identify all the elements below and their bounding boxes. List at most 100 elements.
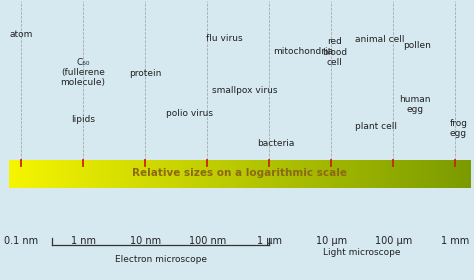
Bar <box>144 160 146 188</box>
Bar <box>328 160 329 188</box>
Bar <box>237 160 238 188</box>
Bar <box>184 160 186 188</box>
Bar <box>109 160 110 188</box>
Bar <box>69 160 70 188</box>
Bar <box>193 160 195 188</box>
Bar <box>170 160 172 188</box>
Bar <box>438 160 440 188</box>
Bar <box>149 160 150 188</box>
Bar <box>273 160 275 188</box>
Bar <box>181 160 182 188</box>
Bar <box>90 160 92 188</box>
Bar <box>432 160 434 188</box>
Bar <box>59 160 61 188</box>
Bar <box>182 160 184 188</box>
Bar <box>107 160 109 188</box>
Bar <box>15 160 16 188</box>
Bar <box>286 160 287 188</box>
Bar <box>318 160 320 188</box>
Bar <box>93 160 95 188</box>
Bar <box>244 160 246 188</box>
Bar <box>465 160 466 188</box>
Bar <box>258 160 260 188</box>
Bar <box>78 160 80 188</box>
Bar <box>321 160 323 188</box>
Bar <box>437 160 438 188</box>
Bar <box>374 160 375 188</box>
Bar <box>172 160 173 188</box>
Bar <box>411 160 412 188</box>
Bar <box>260 160 261 188</box>
Bar <box>284 160 286 188</box>
Bar <box>306 160 308 188</box>
Bar <box>197 160 198 188</box>
Bar <box>26 160 27 188</box>
Bar <box>58 160 59 188</box>
Bar <box>442 160 443 188</box>
Bar <box>98 160 100 188</box>
Bar <box>266 160 267 188</box>
Bar <box>267 160 269 188</box>
Bar <box>121 160 123 188</box>
Bar <box>295 160 297 188</box>
Bar <box>249 160 250 188</box>
Bar <box>395 160 397 188</box>
Bar <box>360 160 361 188</box>
Bar <box>304 160 306 188</box>
Bar <box>394 160 395 188</box>
Bar <box>155 160 156 188</box>
Bar <box>324 160 326 188</box>
Bar <box>161 160 163 188</box>
Bar <box>415 160 417 188</box>
Bar <box>298 160 300 188</box>
Bar <box>261 160 263 188</box>
Bar <box>314 160 315 188</box>
Bar <box>130 160 132 188</box>
Bar <box>431 160 432 188</box>
Bar <box>67 160 69 188</box>
Bar <box>123 160 124 188</box>
Bar <box>451 160 452 188</box>
Bar <box>454 160 456 188</box>
Bar <box>308 160 309 188</box>
Bar <box>408 160 409 188</box>
Bar <box>429 160 431 188</box>
Text: animal cell: animal cell <box>355 35 404 45</box>
Bar <box>255 160 256 188</box>
Bar <box>468 160 469 188</box>
Bar <box>80 160 81 188</box>
Bar <box>21 160 22 188</box>
Bar <box>101 160 102 188</box>
Bar <box>218 160 219 188</box>
Bar <box>186 160 187 188</box>
Bar <box>283 160 284 188</box>
Bar <box>445 160 446 188</box>
Bar <box>434 160 436 188</box>
Bar <box>292 160 293 188</box>
Bar <box>340 160 341 188</box>
Bar <box>152 160 154 188</box>
Bar <box>271 160 272 188</box>
Bar <box>417 160 419 188</box>
Bar <box>50 160 52 188</box>
Bar <box>75 160 76 188</box>
Bar <box>124 160 126 188</box>
Bar <box>135 160 137 188</box>
Bar <box>229 160 230 188</box>
Bar <box>35 160 36 188</box>
Bar <box>326 160 328 188</box>
Bar <box>405 160 406 188</box>
Bar <box>428 160 429 188</box>
Text: C₆₀
(fullerene
molecule): C₆₀ (fullerene molecule) <box>61 57 106 87</box>
Text: 0.1 nm: 0.1 nm <box>4 235 38 246</box>
Text: 10 μm: 10 μm <box>316 235 347 246</box>
Bar <box>400 160 401 188</box>
Bar <box>64 160 65 188</box>
Bar <box>44 160 46 188</box>
Bar <box>278 160 280 188</box>
Bar <box>167 160 169 188</box>
Bar <box>55 160 56 188</box>
Bar <box>9 160 10 188</box>
Bar <box>297 160 298 188</box>
Bar <box>87 160 89 188</box>
